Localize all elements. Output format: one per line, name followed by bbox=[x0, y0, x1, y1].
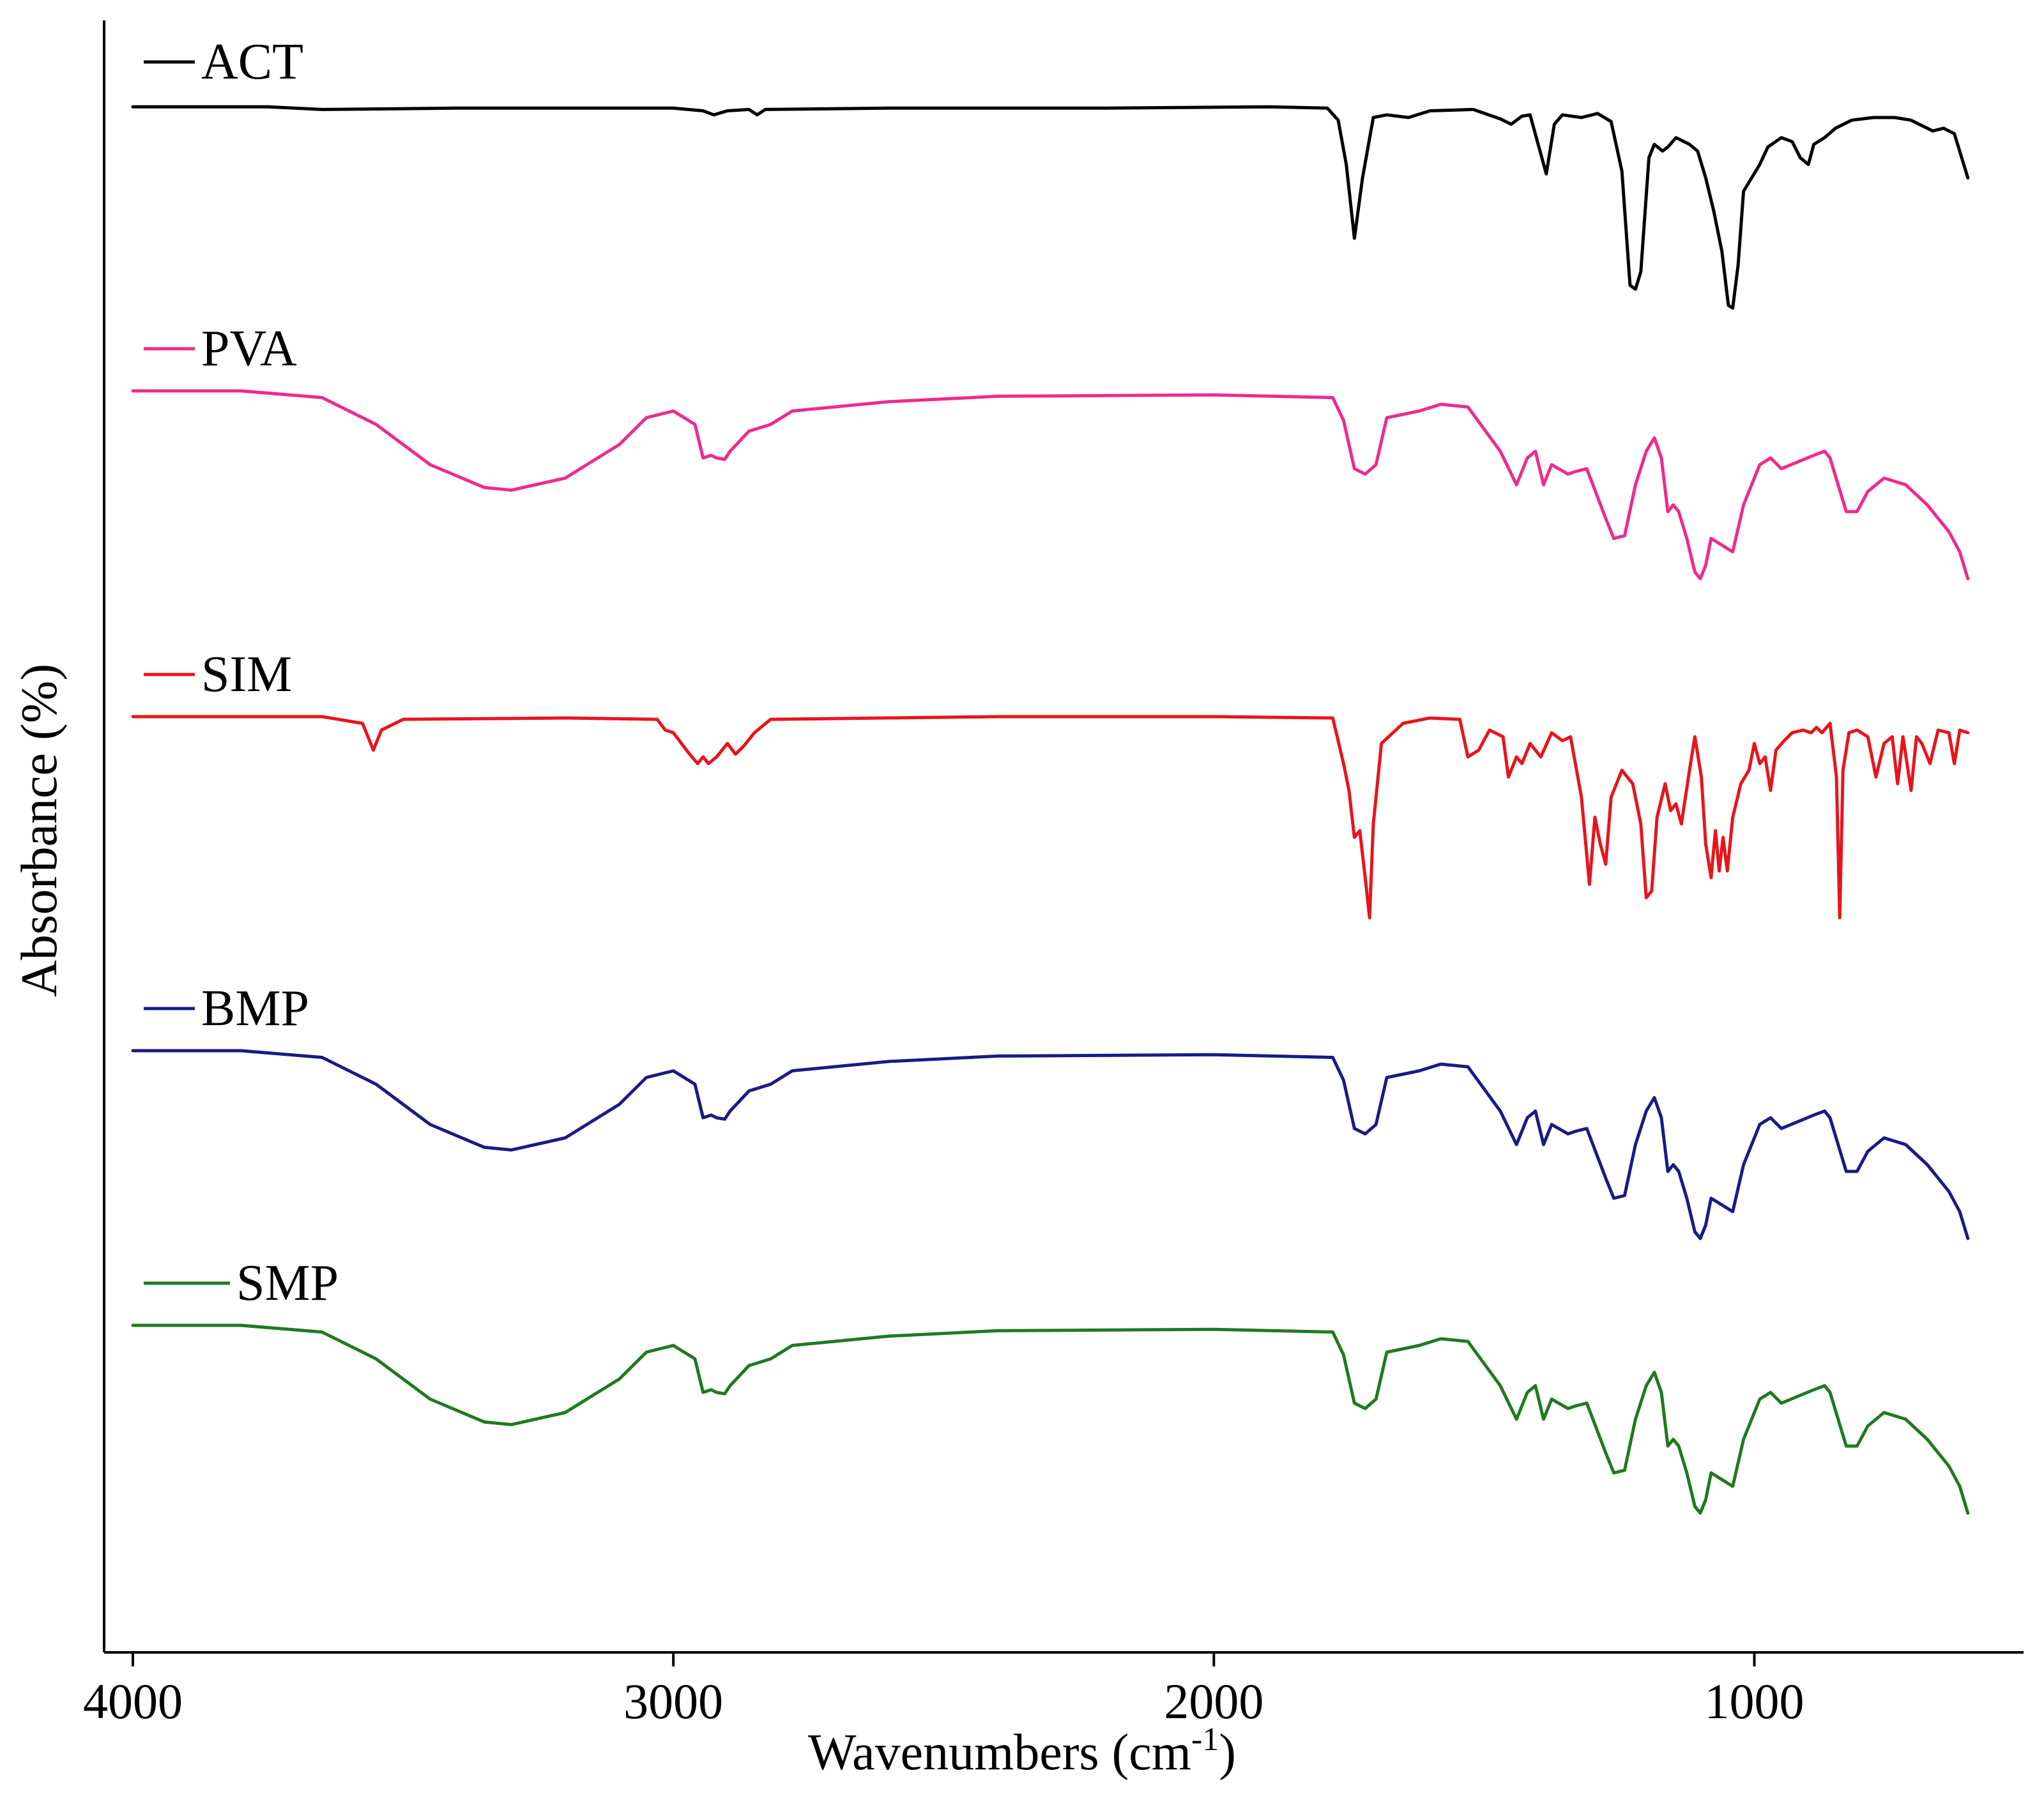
x-axis-label-close: ) bbox=[1219, 1725, 1236, 1781]
legend-label-pva: PVA bbox=[201, 321, 297, 377]
x-axis-label-text: Wavenumbers (cm bbox=[808, 1725, 1191, 1781]
spectrum-smp bbox=[131, 1323, 1970, 1515]
x-axis-label: Wavenumbers (cm-1) bbox=[808, 1721, 1236, 1781]
spectrum-act bbox=[131, 105, 1970, 310]
legend: ACT PVA SIM BMP SMP bbox=[144, 34, 339, 1311]
spectrum-sim bbox=[131, 715, 1970, 920]
x-axis-label-superscript: -1 bbox=[1191, 1721, 1219, 1758]
legend-label-bmp: BMP bbox=[201, 980, 309, 1037]
y-axis-label: Absorbance (%) bbox=[11, 664, 68, 997]
legend-label-smp: SMP bbox=[236, 1255, 339, 1311]
x-tick-label-1000: 1000 bbox=[1705, 1673, 1804, 1729]
spectrum-pva bbox=[131, 389, 1970, 581]
legend-label-act: ACT bbox=[201, 34, 303, 90]
x-tick-label-4000: 4000 bbox=[83, 1673, 183, 1729]
spectra bbox=[131, 105, 1970, 1515]
spectrum-bmp bbox=[131, 1049, 1970, 1240]
x-axis-ticks: 4000 3000 2000 1000 bbox=[83, 1652, 1804, 1729]
legend-label-sim: SIM bbox=[201, 646, 292, 703]
x-tick-label-3000: 3000 bbox=[623, 1673, 723, 1729]
x-tick-label-2000: 2000 bbox=[1164, 1673, 1263, 1729]
